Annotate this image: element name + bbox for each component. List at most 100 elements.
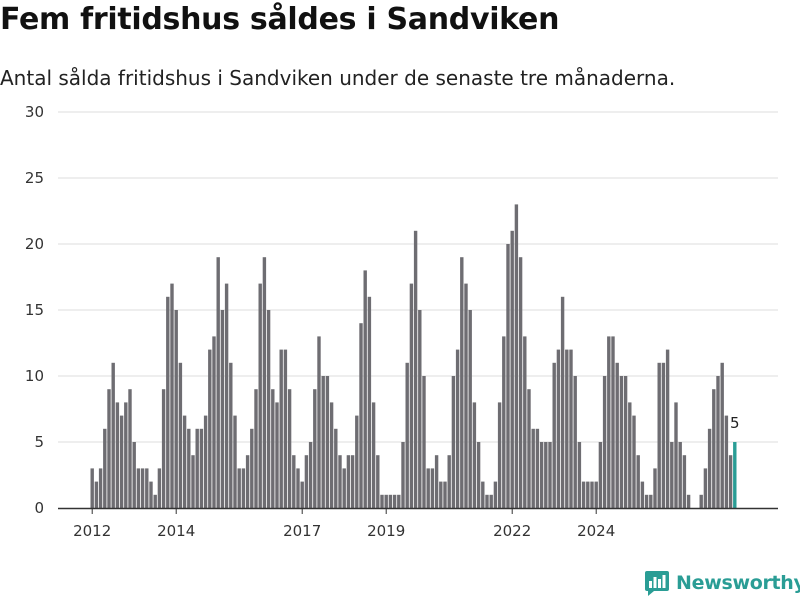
- y-tick-label: 0: [34, 499, 44, 517]
- bar: [275, 402, 279, 508]
- bar: [262, 257, 267, 508]
- bar: [94, 481, 99, 508]
- bar: [657, 362, 661, 508]
- bar: [489, 494, 493, 508]
- bar: [191, 455, 195, 508]
- bar: [111, 362, 115, 508]
- bar: [476, 442, 481, 508]
- bar: [157, 468, 162, 508]
- y-tick-label: 30: [25, 103, 44, 121]
- bar: [397, 494, 401, 508]
- last-value-label: 5: [730, 414, 740, 432]
- bar: [565, 349, 569, 508]
- bar: [720, 362, 724, 508]
- bar: [203, 415, 208, 508]
- bar: [283, 349, 288, 508]
- x-tick-label: 2014: [157, 522, 195, 540]
- bar: [388, 494, 393, 508]
- bar: [548, 442, 552, 508]
- newsworthy-brand[interactable]: Newsworthy: [644, 570, 800, 596]
- bar: [712, 389, 716, 508]
- bar: [174, 310, 178, 508]
- bar: [418, 310, 422, 508]
- bar: [350, 455, 355, 508]
- bar: [607, 336, 611, 508]
- bar: [665, 349, 670, 508]
- bar: [363, 270, 367, 508]
- y-tick-label: 15: [25, 301, 44, 319]
- bar: [124, 402, 128, 508]
- bar: [581, 481, 586, 508]
- bar: [426, 468, 430, 508]
- bar: [380, 494, 384, 508]
- bar: [527, 389, 531, 508]
- bar: [376, 455, 380, 508]
- bar: [250, 428, 254, 508]
- bar: [161, 389, 166, 508]
- bar: [140, 468, 145, 508]
- bar: [678, 442, 682, 508]
- bar: [485, 494, 489, 508]
- bar: [464, 283, 468, 508]
- bar: [229, 362, 233, 508]
- bar: [514, 204, 519, 508]
- bar: [468, 310, 472, 508]
- bar: [300, 481, 304, 508]
- bar: [552, 362, 556, 508]
- bar: [573, 376, 577, 508]
- bar: [670, 442, 674, 508]
- bar: [439, 481, 443, 508]
- bar: [686, 494, 691, 508]
- bar: [287, 389, 292, 508]
- bar: [90, 468, 94, 508]
- newsworthy-logo-icon: [645, 571, 669, 596]
- y-axis-ticks: 0 5 10 15 20 25 30: [25, 103, 44, 517]
- bar: [279, 349, 283, 508]
- bar: [430, 468, 435, 508]
- bar: [728, 455, 733, 508]
- bar: [636, 455, 640, 508]
- bar: [556, 349, 561, 508]
- bar: [107, 389, 111, 508]
- bar: [640, 481, 645, 508]
- bar: [178, 362, 183, 508]
- x-tick-label: 2017: [283, 522, 321, 540]
- bar: [502, 336, 506, 508]
- bar: [707, 428, 712, 508]
- bar: [518, 257, 523, 508]
- y-tick-label: 25: [25, 169, 44, 187]
- bar: [145, 468, 149, 508]
- bar: [258, 283, 262, 508]
- y-tick-label: 10: [25, 367, 44, 385]
- chart-title: Fem fritidshus såldes i Sandviken: [0, 2, 560, 37]
- bar: [649, 494, 653, 508]
- bar: [371, 402, 376, 508]
- bar: [292, 455, 296, 508]
- bar: [149, 481, 153, 508]
- bar: [455, 349, 460, 508]
- bar: [245, 455, 250, 508]
- bar: [313, 389, 317, 508]
- bar: [615, 362, 619, 508]
- bar: [208, 349, 212, 508]
- bar: [359, 323, 363, 508]
- bar: [355, 415, 359, 508]
- bar: [623, 376, 628, 508]
- bar: [674, 402, 678, 508]
- bar: [569, 349, 573, 508]
- bar: [544, 442, 548, 508]
- bar: [523, 336, 527, 508]
- bar-highlight: [733, 442, 737, 508]
- bar: [598, 442, 603, 508]
- bar: [699, 494, 703, 508]
- bar: [195, 428, 199, 508]
- bar: [199, 428, 204, 508]
- bar: [602, 376, 607, 508]
- brand-name: Newsworthy: [676, 572, 800, 594]
- bar: [531, 428, 535, 508]
- bar: [497, 402, 502, 508]
- bar: [241, 468, 246, 508]
- x-tick-label: 2024: [577, 522, 615, 540]
- bar: [321, 376, 325, 508]
- bar: [401, 442, 405, 508]
